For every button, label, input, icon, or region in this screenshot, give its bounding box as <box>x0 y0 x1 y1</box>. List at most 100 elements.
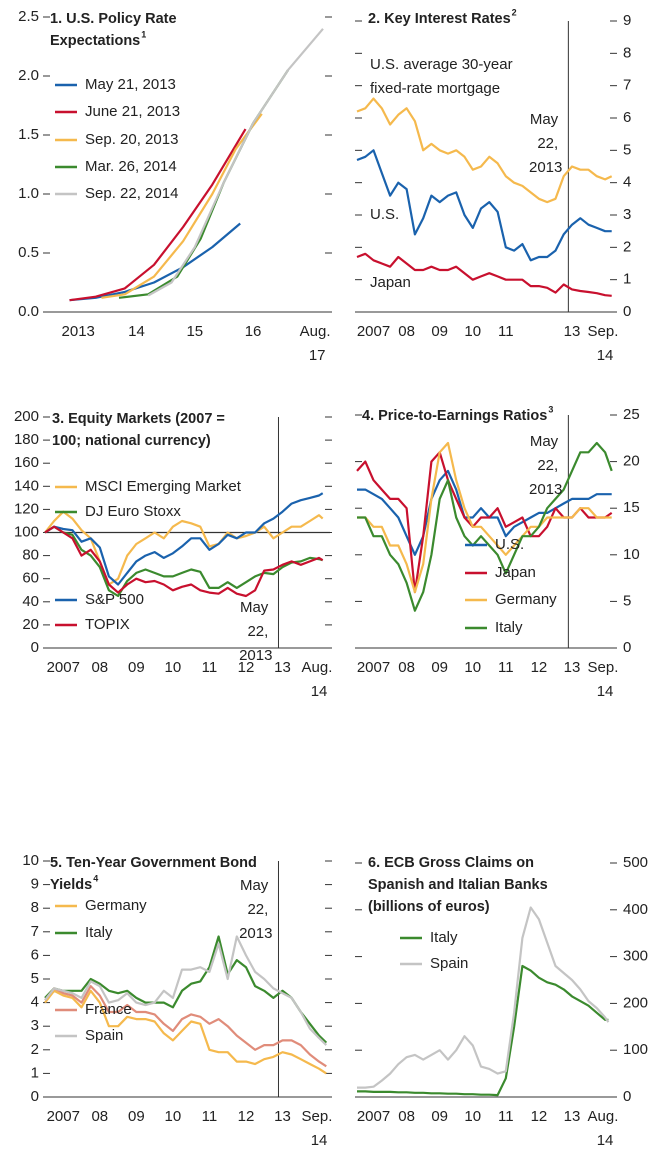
y-tick-label: 7 <box>623 77 631 94</box>
text-line: Sep. <box>588 323 623 340</box>
y-tick-label: 20 <box>623 453 640 470</box>
y-tick-label: 0.0 <box>18 303 39 320</box>
text-line: 2013 <box>239 647 272 664</box>
x-tick-label: 10 <box>165 659 182 676</box>
x-tick-label: 12 <box>238 659 255 676</box>
y-tick-label: 5 <box>31 970 39 987</box>
series-line <box>357 441 612 594</box>
text-line: 2013 <box>529 481 562 498</box>
title-footnote: 4 <box>93 873 98 883</box>
x-tick-label: 11 <box>498 659 514 676</box>
text-line: May <box>530 433 563 450</box>
x-tick-label: Sep. 14 <box>588 659 623 700</box>
legend-label: Italy <box>85 924 113 941</box>
legend-label: Japan <box>495 564 536 581</box>
series-line <box>356 252 612 297</box>
y-tick-label: 1 <box>623 271 631 288</box>
y-tick-label: 200 <box>623 994 648 1011</box>
title-footnote: 1 <box>141 29 146 39</box>
y-tick-label: 9 <box>623 12 631 29</box>
x-tick-label: 08 <box>398 323 415 340</box>
text-line: May <box>530 111 563 128</box>
text-line: 17 <box>309 347 326 364</box>
x-tick-label: 13 <box>564 323 581 340</box>
y-tick-label: 80 <box>22 547 39 564</box>
y-tick-label: 200 <box>14 408 39 425</box>
text-line: Japan <box>370 274 411 291</box>
text-line: Yields <box>50 877 92 893</box>
y-tick-label: 15 <box>623 499 640 516</box>
y-tick-label: 6 <box>31 946 39 963</box>
text-line: 3. Equity Markets (2007 = <box>52 411 229 427</box>
text-line: Aug. <box>300 323 335 340</box>
text-line: 22, <box>537 135 562 152</box>
series-line <box>356 149 612 262</box>
text-line: U.S. average 30-year <box>370 56 517 73</box>
x-tick-label: 2007 <box>357 1108 390 1125</box>
legend-label: Germany <box>495 591 557 608</box>
x-tick-label: 10 <box>464 323 481 340</box>
x-tick-label: 2007 <box>357 659 390 676</box>
y-tick-label: 1.0 <box>18 185 39 202</box>
legend-label: Germany <box>85 897 147 914</box>
x-tick-label: 14 <box>128 323 145 340</box>
y-tick-label: 140 <box>14 477 39 494</box>
y-tick-label: 8 <box>31 899 39 916</box>
legend-label: Sep. 20, 2013 <box>85 131 178 148</box>
y-tick-label: 7 <box>31 923 39 940</box>
y-tick-label: 10 <box>22 852 39 869</box>
x-tick-label: 2007 <box>357 323 390 340</box>
y-tick-label: 9 <box>31 876 39 893</box>
x-tick-label: 09 <box>128 659 145 676</box>
y-tick-label: 10 <box>623 546 640 563</box>
x-tick-label: 12 <box>531 1108 548 1125</box>
x-tick-label: Sep. 14 <box>302 1108 337 1149</box>
y-tick-label: 180 <box>14 431 39 448</box>
series-line <box>69 222 241 302</box>
series-line <box>69 128 247 302</box>
y-tick-label: 2 <box>31 1041 39 1058</box>
text-line: May <box>240 877 273 894</box>
y-tick-label: 2.0 <box>18 67 39 84</box>
y-tick-label: 3 <box>31 1017 39 1034</box>
text-line: 22, <box>247 623 272 640</box>
x-tick-label: 12 <box>531 659 548 676</box>
text-line: 2013 <box>239 925 272 942</box>
text-line: 1. U.S. Policy Rate <box>50 11 181 27</box>
legend-label: Italy <box>430 929 458 946</box>
series-line <box>44 935 328 1046</box>
y-tick-label: 100 <box>623 1041 648 1058</box>
text-line: Aug. <box>302 659 337 676</box>
series-line <box>101 113 263 299</box>
text-line: Expectations <box>50 33 140 49</box>
text-line: 100; national currency) <box>52 433 211 449</box>
series-line <box>147 28 324 297</box>
y-tick-label: 0 <box>31 639 39 656</box>
x-tick-label: 11 <box>498 323 514 340</box>
annotation: May 22, 2013 <box>239 599 272 664</box>
x-tick-label: 09 <box>128 1108 145 1125</box>
x-tick-label: 12 <box>238 1108 255 1125</box>
legend-label: DJ Euro Stoxx <box>85 503 181 520</box>
text-line: 6. ECB Gross Claims on <box>368 855 538 871</box>
y-tick-label: 20 <box>22 616 39 633</box>
y-tick-label: 3 <box>623 206 631 223</box>
y-tick-label: 500 <box>623 854 648 871</box>
legend-label: Spain <box>430 955 468 972</box>
legend-label: TOPIX <box>85 616 130 633</box>
y-tick-label: 0 <box>623 1088 631 1105</box>
x-tick-label: 11 <box>498 1108 514 1125</box>
legend-label: S&P 500 <box>85 591 144 608</box>
series-label: U.S. average 30-year fixed-rate mortgage <box>370 56 517 97</box>
x-tick-label: 08 <box>91 1108 108 1125</box>
series-label: Japan <box>370 274 411 291</box>
y-tick-label: 60 <box>22 570 39 587</box>
series-line <box>356 451 613 594</box>
y-tick-label: 5 <box>623 141 631 158</box>
annotation: May 22, 2013 <box>529 433 562 498</box>
x-tick-label: 09 <box>431 1108 448 1125</box>
text-line: Aug. <box>588 1108 623 1125</box>
x-tick-label: 2007 <box>47 1108 80 1125</box>
chart-title: 1. U.S. Policy Rate Expectations <box>50 11 181 49</box>
